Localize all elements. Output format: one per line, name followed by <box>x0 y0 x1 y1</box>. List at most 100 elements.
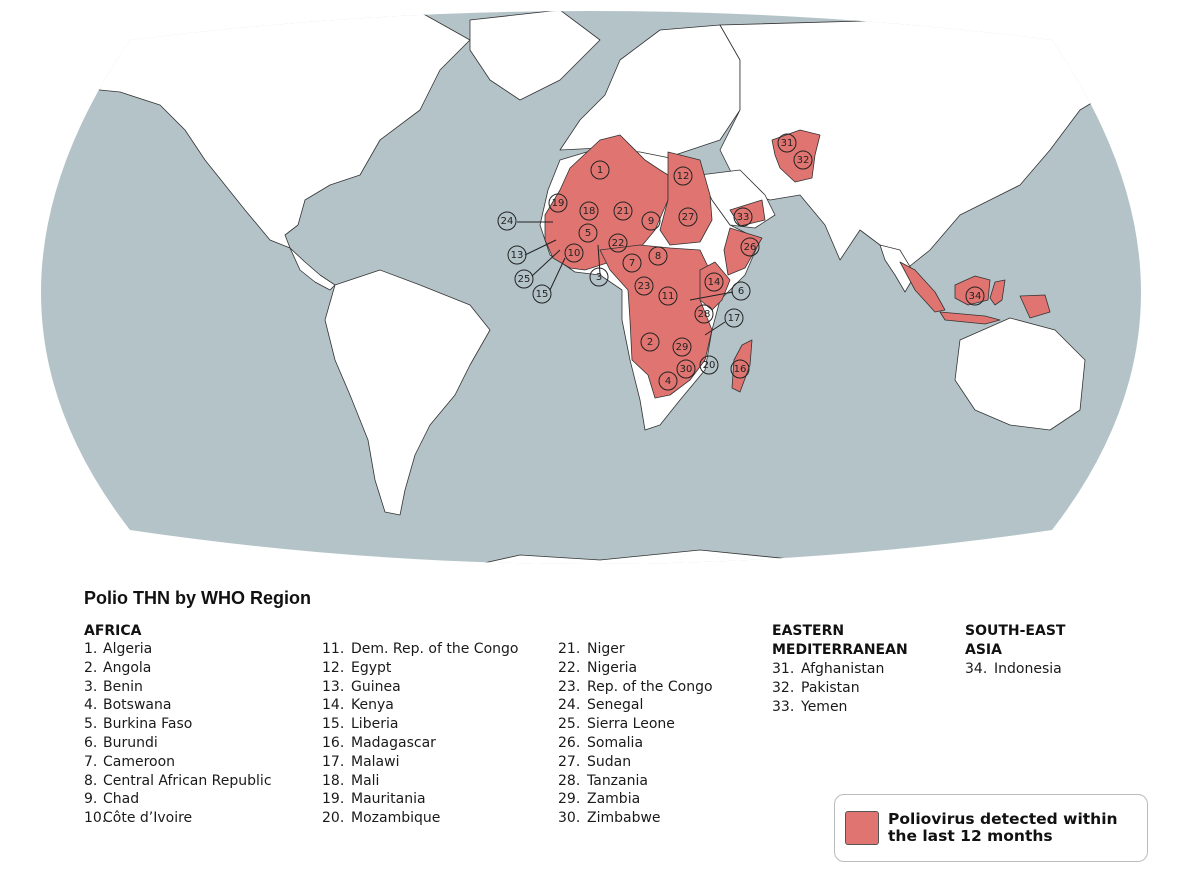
southeast-asia-peninsula <box>879 244 916 293</box>
marker-label: 16 <box>734 364 747 375</box>
country-list-item: 11. Dem. Rep. of the Congo <box>322 640 518 659</box>
africa-country-list-1: 1. Algeria 2. Angola 3. Benin 4. Botswana 5. Burk… <box>84 640 272 828</box>
country-list-item: 33. Yemen <box>772 698 884 717</box>
country-list-item: 34. Indonesia <box>965 660 1062 679</box>
country-number: 2. <box>84 659 98 676</box>
marker-label: 23 <box>638 281 651 292</box>
map-marker-6: 6 <box>731 281 751 301</box>
marker-label: 11 <box>662 291 675 302</box>
marker-circle <box>733 207 753 227</box>
marker-label: 4 <box>665 376 671 387</box>
marker-label: 2 <box>647 337 653 348</box>
marker-label: 31 <box>781 138 794 149</box>
country-number: 25. <box>558 716 581 733</box>
marker-circle <box>564 243 584 263</box>
marker-circle <box>793 150 813 170</box>
marker-circle <box>672 337 692 357</box>
map-marker-9: 9 <box>641 211 661 231</box>
country-number: 16. <box>322 734 345 751</box>
affected-area-indonesia-sumatra <box>899 261 946 313</box>
affected-area-afghanistan-pakistan <box>771 129 821 183</box>
country-name: Malawi <box>351 753 400 770</box>
map-marker-20: 20 <box>699 355 719 375</box>
country-name: Algeria <box>103 641 153 657</box>
country-list-item: 30. Zimbabwe <box>558 809 713 828</box>
marker-label: 5 <box>585 228 591 239</box>
country-list-item: 7. Cameroon <box>84 753 272 772</box>
country-number: 34. <box>965 661 988 677</box>
marker-circle <box>694 304 714 324</box>
country-name: Liberia <box>351 716 399 733</box>
country-name: Egypt <box>351 659 392 676</box>
marker-label: 25 <box>518 274 531 285</box>
country-list-item: 31. Afghanistan <box>772 660 884 679</box>
affected-area-east-africa <box>699 261 731 311</box>
marker-circle <box>658 371 678 391</box>
country-name: Rep. of the Congo <box>587 678 713 695</box>
map-marker-10: 10 <box>564 243 584 263</box>
country-number: 3. <box>84 678 98 695</box>
region-heading-south-east-asia: SOUTH-EAST ASIA <box>965 622 1065 660</box>
marker-label: 19 <box>552 198 565 209</box>
country-name: Mozambique <box>351 810 441 827</box>
country-list-item: 26. Somalia <box>558 734 713 753</box>
map-legend: Poliovirus detected within the last 12 m… <box>834 794 1148 862</box>
country-list-item: 1. Algeria <box>84 640 272 659</box>
marker-circle <box>608 233 628 253</box>
map-marker-3: 3 <box>589 267 609 287</box>
country-number: 27. <box>558 753 581 770</box>
region-heading-africa: AFRICA <box>84 623 142 639</box>
map-marker-15: 15 <box>532 284 552 304</box>
map-marker-24: 24 <box>497 211 517 231</box>
country-list-item: 32. Pakistan <box>772 679 884 698</box>
madagascar-island <box>731 339 753 393</box>
country-number: 15. <box>322 716 345 733</box>
marker-label: 6 <box>738 286 744 297</box>
country-name: Sudan <box>587 753 632 770</box>
marker-label: 13 <box>511 250 524 261</box>
marker-circle <box>731 281 751 301</box>
country-list-item: 25. Sierra Leone <box>558 715 713 734</box>
new-zealand-islands <box>1111 419 1131 451</box>
marker-label: 26 <box>744 242 757 253</box>
country-name: Tanzania <box>587 772 648 789</box>
marker-circle <box>532 284 552 304</box>
map-marker-29: 29 <box>672 337 692 357</box>
marker-label: 30 <box>680 364 693 375</box>
country-name: Yemen <box>801 698 848 715</box>
marker-circle <box>704 272 724 292</box>
region-heading-line: ASIA <box>965 642 1002 658</box>
country-list-item: 16. Madagascar <box>322 734 518 753</box>
affected-area-indonesia-borneo <box>954 275 991 306</box>
country-number: 4. <box>84 697 98 714</box>
marker-circle <box>673 166 693 186</box>
country-name: Somalia <box>587 734 644 751</box>
country-number: 24. <box>558 697 581 714</box>
marker-label: 3 <box>596 272 602 283</box>
marker-circle <box>548 193 568 213</box>
marker-circle <box>579 201 599 221</box>
map-marker-26: 26 <box>740 237 760 257</box>
map-marker-17: 17 <box>724 308 744 328</box>
country-number: 22. <box>558 659 581 676</box>
marker-label: 28 <box>698 309 711 320</box>
affected-area-indonesia-papua <box>1019 294 1051 319</box>
map-marker-19: 19 <box>548 193 568 213</box>
country-name: Dem. Rep. of the Congo <box>351 641 519 657</box>
country-number: 12. <box>322 659 345 676</box>
marker-circle <box>622 253 642 273</box>
country-list-item: 4. Botswana <box>84 696 272 715</box>
country-number: 9. <box>84 791 98 808</box>
affected-area-indonesia-sulawesi <box>989 279 1006 306</box>
marker-label: 24 <box>501 216 514 227</box>
country-name: Indonesia <box>994 661 1062 677</box>
map-marker-5: 5 <box>578 223 598 243</box>
country-name: Niger <box>587 641 625 657</box>
map-marker-4: 4 <box>658 371 678 391</box>
country-name: Senegal <box>587 697 644 714</box>
map-marker-28: 28 <box>694 304 714 324</box>
country-list-item: 21. Niger <box>558 640 713 659</box>
africa-country-list-3: 21. Niger 22. Nigeria 23. Rep. of the Congo 24… <box>558 640 713 828</box>
affected-area-yemen <box>729 199 766 227</box>
